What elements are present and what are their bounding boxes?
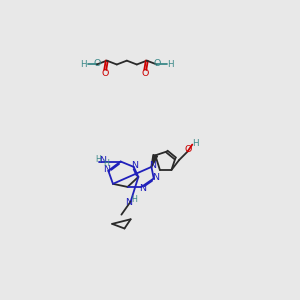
Text: O: O [102,69,109,78]
Text: H: H [131,195,137,204]
Text: O: O [185,146,192,154]
Text: N: N [131,161,138,170]
Text: N: N [149,161,157,170]
Text: H: H [167,60,174,69]
Text: N: N [99,156,106,165]
Text: N: N [126,198,133,207]
Text: H: H [95,155,101,164]
Text: H: H [80,60,87,69]
Text: N: N [103,166,110,175]
Text: N: N [153,173,160,182]
Text: H: H [103,158,109,167]
Text: O: O [142,69,149,78]
Text: O: O [94,59,101,68]
Polygon shape [151,154,158,167]
Text: O: O [154,59,161,68]
Text: H: H [192,139,199,148]
Text: N: N [140,184,146,193]
